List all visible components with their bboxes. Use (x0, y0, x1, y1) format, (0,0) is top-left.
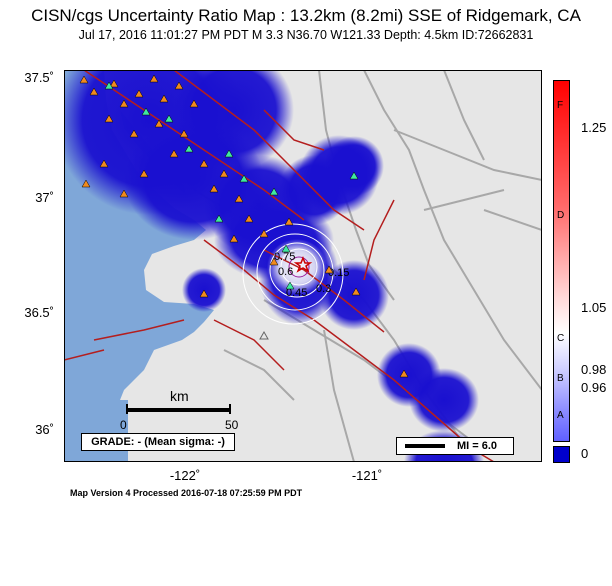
map-footer: Map Version 4 Processed 2016-07-18 07:25… (70, 488, 303, 498)
lat-label-36: 36˚ (35, 422, 54, 437)
lat-label-36-5: 36.5˚ (24, 305, 54, 320)
colorbar-value-105: 1.05 (581, 300, 607, 315)
scale-bar-start: 0 (120, 418, 127, 432)
colorbar-value-125: 1.25 (581, 120, 607, 135)
color-bar-base (553, 446, 570, 463)
colorbar-letter-d: D (557, 210, 565, 221)
mi-legend-label: MI = 6.0 (457, 440, 498, 452)
scale-bar (126, 404, 231, 414)
scale-bar-end: 50 (225, 418, 239, 432)
contour-label-06: 0.6 (278, 266, 293, 278)
contour-label-015: 0.15 (328, 267, 349, 279)
lat-label-37: 37˚ (35, 190, 54, 205)
station-triangles (79, 74, 409, 378)
epicenter-star-icon (293, 255, 313, 273)
scale-bar-unit: km (170, 388, 189, 404)
contour-label-045: 0.45 (286, 287, 307, 299)
colorbar-value-096: 0.96 (581, 380, 607, 395)
contour-label-075: 0.75 (274, 251, 295, 263)
lon-label-121: -121˚ (351, 468, 383, 483)
contour-lines (242, 223, 344, 325)
colorbar-letter-c: C (557, 333, 565, 344)
station-triangle-hollow (259, 330, 269, 340)
color-bar (553, 80, 570, 442)
contour-label-03: 0.3 (316, 283, 331, 295)
colorbar-letter-f: F (557, 100, 564, 111)
grade-label: GRADE: - (Mean sigma: -) (81, 433, 235, 451)
colorbar-letter-a: A (557, 410, 564, 421)
ocean-south (64, 400, 128, 462)
event-details: Jul 17, 2016 11:01:27 PM PDT M 3.3 N36.7… (78, 28, 534, 42)
mi-legend: MI = 6.0 (396, 437, 514, 455)
map-title: CISN/cgs Uncertainty Ratio Map : 13.2km … (31, 6, 581, 25)
colorbar-value-098: 0.98 (581, 362, 607, 377)
mi-legend-bar (405, 444, 445, 448)
colorbar-letter-b: B (557, 373, 564, 384)
station-triangles-green (104, 81, 359, 290)
colorbar-value-0: 0 (581, 446, 589, 461)
lon-label-122: -122˚ (169, 468, 201, 483)
lat-label-37-5: 37.5˚ (24, 70, 54, 85)
